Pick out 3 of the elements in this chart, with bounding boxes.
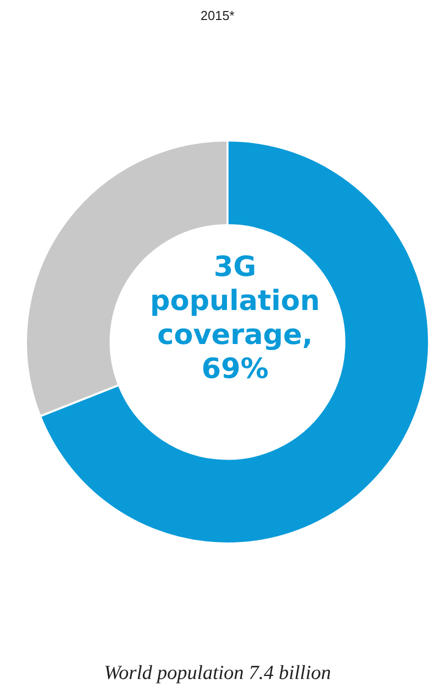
- text: 3G population coverage, 69%: [149, 250, 321, 386]
- chart-title: 2015*: [200, 8, 236, 23]
- text: World population 7.4 billion: [102, 662, 332, 685]
